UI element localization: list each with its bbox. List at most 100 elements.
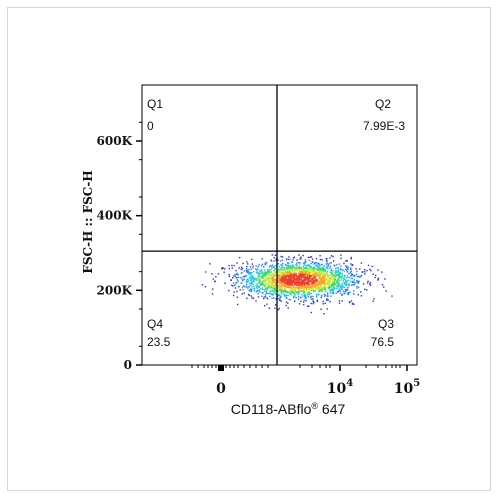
- event-dot: [291, 267, 293, 269]
- event-dot: [286, 271, 288, 274]
- q1-value: 0: [147, 119, 154, 133]
- event-dot: [263, 297, 265, 300]
- event-dot: [271, 283, 273, 285]
- event-dot: [332, 281, 334, 283]
- event-dot: [350, 270, 352, 272]
- event-dot: [319, 274, 321, 277]
- event-dot: [283, 278, 285, 280]
- event-dot: [348, 283, 350, 285]
- event-dot: [278, 286, 280, 289]
- event-dot: [287, 294, 289, 296]
- event-dot: [234, 275, 237, 278]
- event-dot: [319, 277, 322, 279]
- event-dot: [258, 275, 260, 277]
- event-dot: [329, 257, 331, 259]
- event-dot: [311, 278, 314, 280]
- event-dot: [300, 256, 302, 258]
- event-dot: [215, 276, 217, 278]
- event-dot: [256, 278, 258, 280]
- event-dot: [313, 281, 316, 283]
- y-axis: 0 200K 400K 600K: [97, 121, 142, 372]
- event-dot: [263, 288, 265, 291]
- event-dot: [338, 302, 341, 304]
- event-dot: [284, 278, 286, 281]
- event-dot: [305, 300, 307, 302]
- event-dot: [319, 286, 321, 288]
- event-dot: [259, 284, 261, 286]
- event-dot: [289, 286, 291, 288]
- event-dot: [286, 294, 288, 297]
- event-dot: [274, 291, 276, 294]
- event-dot: [290, 284, 292, 287]
- event-dot: [338, 282, 340, 284]
- event-dot: [327, 265, 329, 267]
- event-dot: [266, 303, 268, 305]
- event-dot: [247, 293, 250, 296]
- event-dot: [331, 289, 333, 292]
- event-dot: [279, 284, 281, 287]
- event-dot: [337, 290, 340, 293]
- event-dot: [283, 283, 285, 285]
- event-dot: [326, 298, 328, 300]
- event-dot: [345, 281, 348, 283]
- event-dot: [249, 276, 251, 278]
- event-dot: [258, 279, 260, 282]
- event-dot: [314, 282, 316, 285]
- event-dot: [273, 289, 276, 291]
- event-dot: [274, 284, 276, 286]
- event-dot: [299, 263, 301, 265]
- event-dot: [285, 264, 288, 266]
- event-dot: [259, 278, 261, 281]
- event-dot: [236, 303, 239, 306]
- event-dot: [273, 260, 275, 262]
- event-dot: [260, 270, 263, 272]
- event-dot: [364, 273, 366, 275]
- event-dot: [274, 304, 277, 306]
- event-dot: [293, 265, 295, 267]
- event-dot: [350, 273, 353, 275]
- event-dot: [315, 276, 317, 279]
- event-dot: [347, 286, 349, 289]
- event-dot: [318, 272, 321, 274]
- event-dot: [336, 291, 339, 293]
- event-dot: [293, 295, 295, 297]
- event-dot: [296, 268, 298, 270]
- event-dot: [289, 299, 291, 301]
- event-dot: [267, 284, 270, 286]
- event-dot: [228, 275, 231, 278]
- event-dot: [307, 256, 310, 259]
- event-dot: [308, 272, 310, 274]
- event-dot: [292, 267, 294, 270]
- event-dot: [330, 282, 333, 284]
- event-dot: [297, 296, 300, 298]
- event-dot: [339, 268, 342, 270]
- event-dot: [300, 300, 302, 303]
- event-dot: [341, 286, 344, 288]
- event-dot: [265, 273, 268, 275]
- event-dot: [322, 282, 325, 284]
- event-dot: [303, 270, 305, 272]
- event-dot: [350, 284, 353, 286]
- event-dot: [287, 287, 290, 289]
- event-dot: [277, 290, 279, 292]
- event-dot: [341, 284, 344, 286]
- event-dot: [340, 257, 342, 259]
- event-dot: [341, 269, 343, 271]
- event-dot: [304, 282, 307, 284]
- event-dot: [282, 278, 284, 280]
- event-dot: [337, 280, 339, 283]
- event-dot: [264, 295, 266, 298]
- event-dot: [231, 264, 233, 267]
- event-dot: [245, 269, 248, 272]
- event-dot: [337, 268, 340, 270]
- event-dot: [346, 269, 348, 272]
- event-dot: [326, 267, 328, 269]
- event-dot: [273, 265, 276, 268]
- event-dot: [359, 268, 361, 270]
- event-dot: [329, 280, 331, 282]
- event-dot: [243, 285, 245, 287]
- event-dot: [333, 274, 335, 277]
- event-dot: [323, 269, 326, 271]
- event-dot: [339, 288, 341, 291]
- q3-value: 76.5: [371, 335, 395, 349]
